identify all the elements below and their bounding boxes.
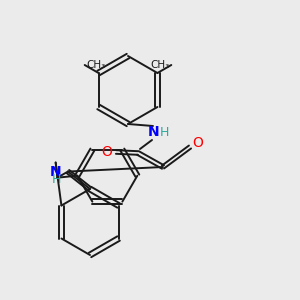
Text: CH₃: CH₃ bbox=[150, 60, 169, 70]
Text: N: N bbox=[148, 125, 160, 139]
Text: CH₃: CH₃ bbox=[87, 60, 106, 70]
Text: H: H bbox=[52, 173, 62, 186]
Text: H: H bbox=[159, 125, 169, 139]
Text: O: O bbox=[102, 145, 112, 159]
Text: O: O bbox=[193, 136, 203, 150]
Text: N: N bbox=[50, 164, 62, 178]
